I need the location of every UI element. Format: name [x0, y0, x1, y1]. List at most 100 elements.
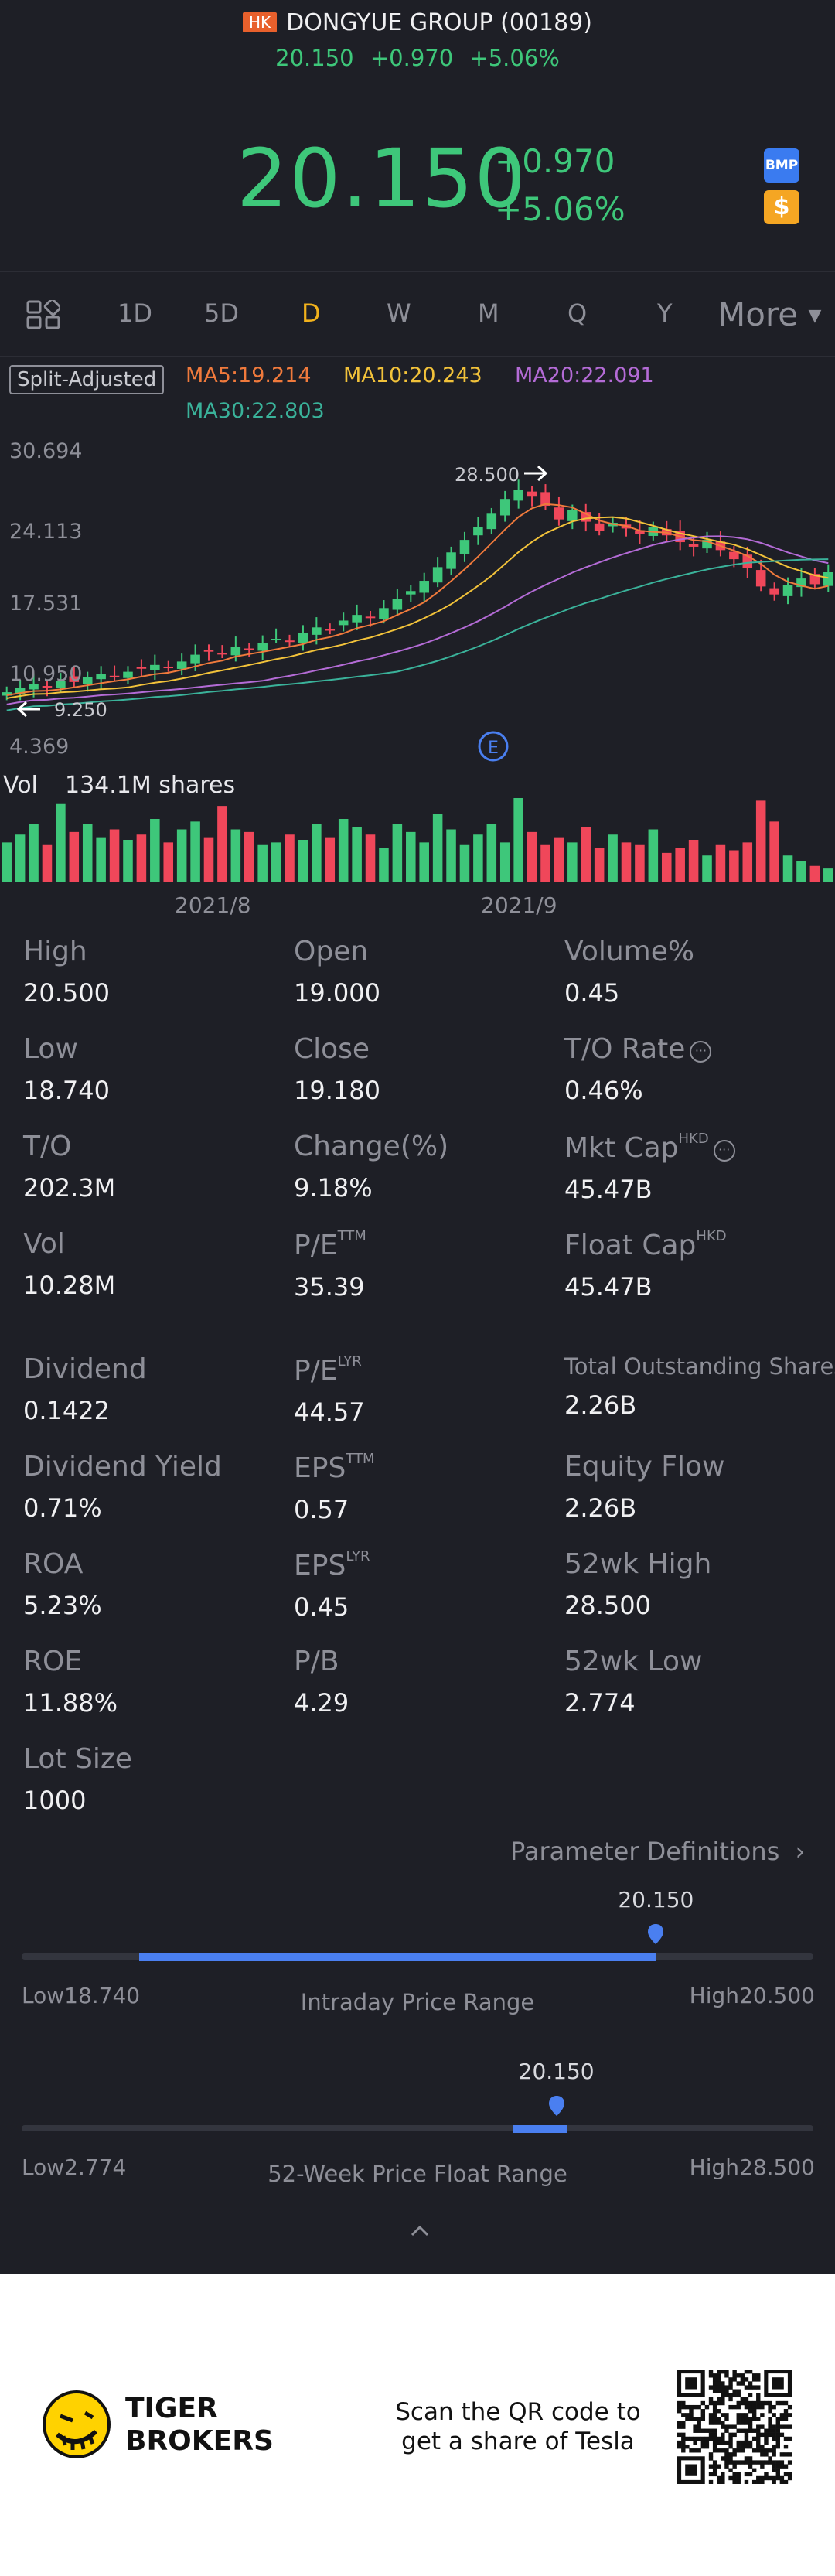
qr-module [756, 2436, 761, 2441]
qr-module [775, 2424, 780, 2429]
candle-body [96, 674, 106, 680]
qr-module [700, 2436, 706, 2441]
candle-body [109, 675, 120, 677]
qr-module [787, 2413, 792, 2417]
qr-module [736, 2373, 741, 2378]
candle-body [176, 661, 187, 669]
info-icon[interactable]: ··· [713, 1140, 735, 1162]
qr-module [697, 2428, 701, 2433]
qr-module [724, 2413, 729, 2417]
tab-w[interactable]: W [387, 299, 411, 328]
volume-bar [661, 852, 672, 882]
stat-label: T/O [23, 1131, 115, 1162]
qr-module [724, 2373, 729, 2378]
qr-module [744, 2460, 749, 2465]
candle-body [325, 629, 336, 631]
info-icon[interactable]: ··· [690, 1041, 712, 1063]
qr-module [685, 2404, 690, 2410]
stat-label-text: Lot Size [23, 1743, 132, 1775]
qr-module [768, 2421, 772, 2425]
qr-module [787, 2472, 792, 2477]
qr-finder [772, 2377, 784, 2390]
qr-code-icon[interactable] [677, 2370, 792, 2484]
qr-module [736, 2440, 741, 2445]
qr-module [724, 2417, 729, 2421]
qr-module [712, 2409, 717, 2414]
stock-name: DONGYUE GROUP (00189) [286, 9, 592, 36]
qr-module [756, 2440, 761, 2445]
stat-label: EPSTTM [294, 1451, 375, 1484]
qr-module [708, 2456, 714, 2461]
candle-body [499, 499, 510, 516]
volume-bar [769, 821, 779, 882]
stat-value: 202.3M [23, 1173, 116, 1203]
qr-module [717, 2373, 721, 2378]
candle-body [554, 507, 564, 520]
qr-module [783, 2400, 789, 2406]
parameter-definitions-link[interactable]: Parameter Definitions › [510, 1837, 805, 1866]
qr-module [787, 2436, 792, 2441]
event-icon[interactable] [478, 731, 509, 762]
divider [0, 271, 835, 272]
candle-body [338, 620, 349, 626]
more-tab[interactable]: More ▼ [717, 295, 821, 333]
stat-cell: T/O Rate ··· 0.46% [564, 1033, 712, 1105]
qr-module [700, 2409, 706, 2414]
header-price: 20.150 [275, 45, 354, 71]
qr-module [736, 2404, 741, 2410]
dollar-icon[interactable]: $ [764, 190, 799, 224]
range-fill [513, 2125, 567, 2133]
tab-1d[interactable]: 1D [118, 299, 152, 328]
qr-module [717, 2381, 721, 2386]
qr-module [708, 2452, 714, 2457]
qr-module [700, 2440, 706, 2445]
chevron-up-icon[interactable] [410, 2224, 430, 2237]
qr-module [712, 2460, 717, 2465]
qr-module [775, 2400, 780, 2406]
more-label: More [717, 295, 799, 333]
tab-5d[interactable]: 5D [204, 299, 239, 328]
stat-label: Change(%) [294, 1131, 448, 1162]
volume-bar [109, 829, 120, 882]
stat-cell: Open 19.000 [294, 936, 380, 1008]
stat-value: 0.57 [294, 1495, 349, 1524]
qr-module [779, 2479, 785, 2484]
qr-module [756, 2460, 761, 2465]
qr-module [740, 2413, 745, 2417]
split-adjusted-toggle[interactable]: Split-Adjusted [9, 365, 165, 394]
qr-module [728, 2475, 733, 2481]
qr-module [772, 2424, 776, 2429]
stat-value: 45.47B [564, 1175, 653, 1204]
stat-value: 44.57 [294, 1397, 365, 1427]
stat-cell: 52wk Low 2.774 [564, 1646, 702, 1718]
volume-bar [352, 827, 362, 882]
stat-value: 2.26B [564, 1493, 637, 1523]
stat-value: 10.28M [23, 1271, 116, 1300]
qr-module [693, 2404, 697, 2410]
qr-module [708, 2400, 714, 2406]
tab-q[interactable]: Q [567, 299, 588, 328]
bmp-icon[interactable]: BMP [764, 148, 799, 183]
candle-body [56, 681, 66, 688]
qr-module [728, 2452, 733, 2457]
qr-module [721, 2475, 725, 2481]
qr-module [728, 2385, 733, 2390]
candlestick-chart[interactable]: 30.694 24.113 17.531 10.950 4.369 28.500… [0, 433, 835, 928]
stat-label: P/B [294, 1646, 349, 1677]
grid-icon[interactable] [26, 300, 60, 329]
qr-module [775, 2468, 780, 2472]
tab-d[interactable]: D [302, 299, 321, 328]
tab-m[interactable]: M [478, 299, 499, 328]
qr-module [736, 2475, 741, 2481]
qr-module [728, 2468, 733, 2472]
qr-module [779, 2475, 785, 2481]
qr-module [712, 2404, 717, 2410]
qr-module [724, 2424, 729, 2429]
candle-body [594, 523, 605, 531]
qr-module [760, 2460, 765, 2465]
stat-label-text: T/O Rate [564, 1033, 686, 1065]
qr-module [752, 2479, 757, 2484]
tab-y[interactable]: Y [657, 299, 673, 328]
qr-module [736, 2413, 741, 2417]
qr-module [681, 2444, 686, 2449]
